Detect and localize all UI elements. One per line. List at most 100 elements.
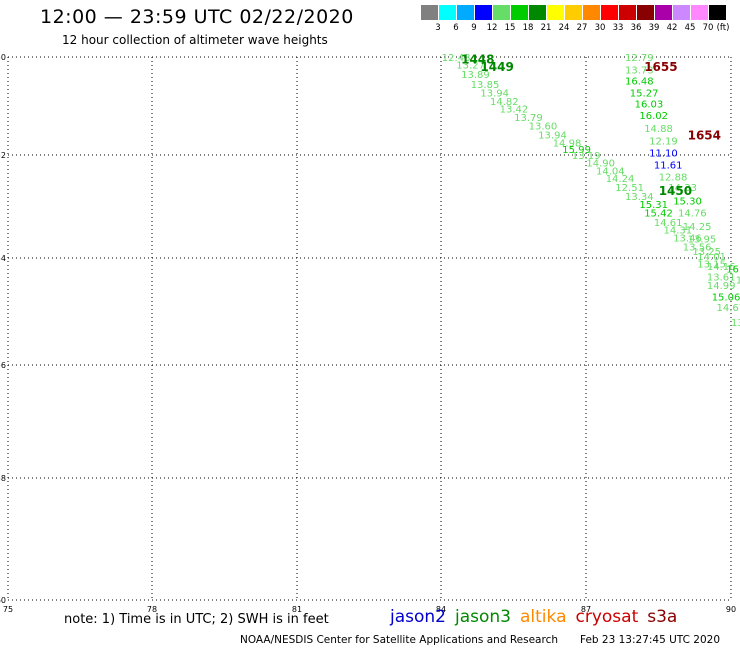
- wave-height-value: 14.90: [586, 159, 615, 170]
- satellite-legend: jason2 jason3 altika cryosat s3a: [390, 607, 686, 627]
- pass-time-label: 1448: [461, 52, 494, 66]
- legend-swatch: [529, 5, 546, 20]
- legend-label: 9: [471, 23, 477, 33]
- wave-height-value: 13.42: [500, 104, 529, 115]
- pass-time-label: 1654: [688, 128, 721, 142]
- legend-swatch: [709, 5, 726, 20]
- wave-height-value: 11.10: [649, 149, 678, 160]
- wave-height-value: 13.94: [480, 88, 509, 99]
- legend-label: 24: [558, 23, 570, 33]
- wave-height-value: 13.61: [707, 273, 736, 284]
- wave-height-value: 13.94: [538, 130, 567, 141]
- wave-height-value: 13.79: [514, 113, 543, 124]
- wave-height-value: 14.25: [683, 222, 712, 233]
- legend-label: 3: [435, 23, 441, 33]
- legend-swatch: [493, 5, 510, 20]
- legend-label: 39: [648, 23, 660, 33]
- wave-height-value: 12.88: [659, 173, 688, 184]
- wave-height-value: 13.95: [688, 234, 717, 245]
- legend-label: 33: [612, 23, 624, 33]
- legend-swatch: [565, 5, 582, 20]
- wave-height-value: 16.41: [726, 265, 740, 276]
- wave-height-value: 14.88: [644, 124, 673, 135]
- satellite-altika: altika: [520, 607, 567, 627]
- lat-label: -52: [0, 151, 6, 160]
- wave-height-value: 16.02: [639, 111, 668, 122]
- legend-label: 42: [666, 23, 678, 33]
- legend-swatch: [655, 5, 672, 20]
- lon-label: 90: [726, 605, 736, 614]
- wave-height-value: 14.01: [697, 252, 726, 263]
- legend-label: 70: [702, 23, 714, 33]
- legend-swatch: [457, 5, 474, 20]
- legend-swatch: [691, 5, 708, 20]
- legend-swatch: [583, 5, 600, 20]
- satellite-cryosat: cryosat: [575, 607, 639, 627]
- legend-label: 30: [594, 23, 606, 33]
- satellite-s3a: s3a: [647, 607, 678, 627]
- wave-height-value: 13.15: [731, 318, 740, 329]
- legend-swatch: [619, 5, 636, 20]
- wave-height-value: 13.56: [683, 243, 712, 254]
- legend-swatch: [637, 5, 654, 20]
- legend-swatch: [421, 5, 438, 20]
- wave-height-value: 15.99: [562, 145, 591, 156]
- lon-label: 78: [147, 605, 157, 614]
- wave-height-value: 12.51: [615, 183, 644, 194]
- satellite-jason2: jason2: [390, 607, 446, 627]
- wave-height-value: 16.03: [635, 100, 664, 111]
- legend-swatch: [475, 5, 492, 20]
- legend-unit: (ft): [716, 23, 730, 33]
- observation-layer: 12.4813.2713.8913.8513.9414.8213.4213.79…: [442, 52, 740, 329]
- wave-height-value: 14.33: [668, 183, 697, 194]
- lat-label: -58: [0, 474, 6, 483]
- legend-label: 27: [576, 23, 588, 33]
- legend-swatch: [511, 5, 528, 20]
- lon-label: 87: [581, 605, 591, 614]
- wave-height-value: 14.98: [553, 138, 582, 149]
- wave-height-value: 15.06: [712, 293, 740, 304]
- wave-height-value: 13.46: [673, 233, 702, 244]
- legend-swatch: [601, 5, 618, 20]
- wave-height-value: 15.31: [639, 200, 668, 211]
- wave-height-value: 13.85: [471, 80, 500, 91]
- legend-label: 45: [684, 23, 696, 33]
- wave-height-value: 14.16: [707, 262, 736, 273]
- wave-height-value: 14.61: [654, 218, 683, 229]
- wave-height-value: 12.79: [625, 53, 654, 64]
- lat-label: -60: [0, 596, 6, 605]
- wave-height-value: 13.73: [625, 65, 654, 76]
- wave-height-value: 15.42: [644, 209, 673, 220]
- lat-label: -56: [0, 361, 6, 370]
- wave-height-value: 11.61: [654, 160, 683, 171]
- lat-label: -54: [0, 254, 6, 263]
- wave-height-value: 14.31: [664, 226, 693, 237]
- legend-label: 6: [453, 23, 459, 33]
- wave-height-value: 12.19: [649, 136, 678, 147]
- page-subtitle: 12 hour collection of altimeter wave hei…: [62, 33, 328, 47]
- lon-label: 84: [436, 605, 446, 614]
- page-title: 12:00 — 23:59 UTC 02/22/2020: [40, 6, 354, 28]
- wave-height-value: 14.82: [490, 97, 519, 108]
- legend-label: 15: [504, 23, 516, 33]
- legend-swatch: [439, 5, 456, 20]
- pass-time-label: 1449: [480, 60, 513, 74]
- legend-label: 18: [522, 23, 534, 33]
- wave-height-value: 14.24: [606, 174, 635, 185]
- wave-height-value: 13.89: [461, 70, 490, 81]
- pass-time-label: 1655: [644, 60, 677, 74]
- wave-height-value: 13.15: [697, 259, 726, 270]
- wave-height-value: 15.27: [630, 88, 659, 99]
- legend-label: 21: [540, 23, 552, 33]
- legend-swatch: [673, 5, 690, 20]
- lon-label: 75: [3, 605, 13, 614]
- map-axes: -50 -52 -54 -56 -58 -6075 78 81 84 87 90: [0, 53, 736, 614]
- wave-height-value: 14.99: [707, 281, 736, 292]
- wave-height-value: 14.71: [736, 275, 740, 286]
- wave-height-value: 13.34: [625, 192, 654, 203]
- wave-height-value: 16.48: [625, 77, 654, 88]
- credit-text: NOAA/NESDIS Center for Satellite Applica…: [240, 634, 558, 646]
- lat-label: -50: [0, 53, 6, 62]
- wave-height-value: 13.19: [572, 151, 601, 162]
